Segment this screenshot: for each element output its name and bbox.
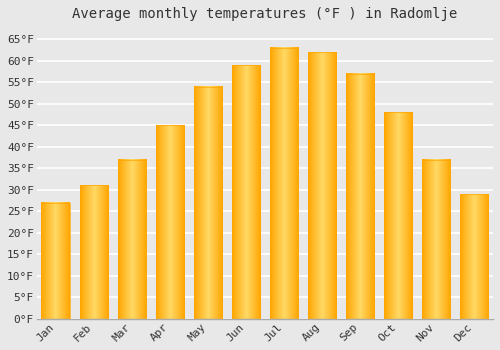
Bar: [422, 160, 450, 319]
Bar: [270, 48, 298, 319]
Bar: [308, 52, 336, 319]
Bar: [232, 65, 260, 319]
Bar: [346, 74, 374, 319]
Bar: [460, 194, 488, 319]
Bar: [384, 112, 412, 319]
Bar: [80, 186, 108, 319]
Bar: [156, 125, 184, 319]
Bar: [194, 86, 222, 319]
Bar: [118, 160, 146, 319]
Title: Average monthly temperatures (°F ) in Radomlje: Average monthly temperatures (°F ) in Ra…: [72, 7, 458, 21]
Bar: [42, 203, 70, 319]
